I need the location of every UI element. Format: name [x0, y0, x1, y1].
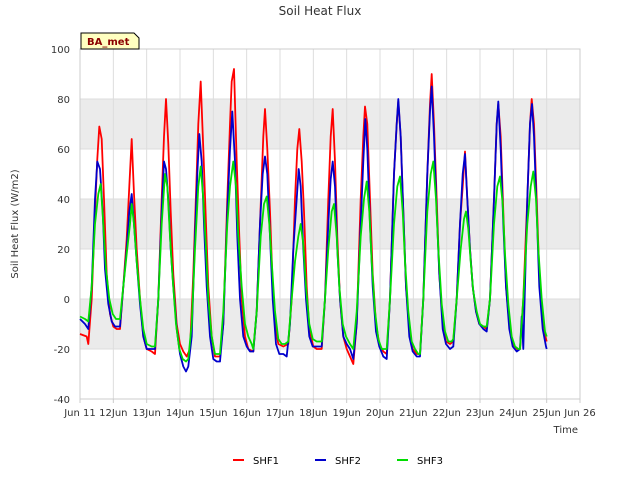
x-tick-label: Jun 26 [563, 408, 596, 419]
y-tick-label: 60 [57, 145, 70, 156]
y-axis-ticks: -40 -20 0 20 40 60 80 100 [51, 45, 70, 406]
x-tick-label: 15Jun [199, 408, 227, 419]
x-tick-label: 24Jun [499, 408, 527, 419]
site-badge: BA_met [80, 32, 140, 50]
y-tick-label: -40 [54, 395, 70, 406]
background-band-0 [80, 299, 580, 349]
y-tick-label: 80 [57, 95, 70, 106]
series-line-shf3 [79, 160, 548, 363]
x-tick-label: 21Jun [399, 408, 427, 419]
x-tick-label: 12Jun [99, 408, 127, 419]
y-tick-label: 100 [51, 45, 70, 56]
y-tick-label: 40 [57, 195, 70, 206]
x-axis-title: Time [553, 425, 578, 436]
x-tick-label: 20Jun [366, 408, 394, 419]
site-badge-label: BA_met [87, 37, 130, 48]
legend: SHF1 SHF2 SHF3 [233, 456, 443, 467]
y-axis-title: Soil Heat Flux (W/m2) [10, 169, 21, 278]
plot-area [79, 48, 581, 400]
site-badge-box [80, 32, 140, 50]
x-tick-label: 18Jun [299, 408, 327, 419]
y-tick-label: 20 [57, 245, 70, 256]
x-axis-ticks: Jun 11 12Jun 13Jun 14Jun 15Jun 16Jun 17Jun 18Ju… [63, 399, 596, 419]
legend-label-shf3: SHF3 [417, 456, 443, 467]
x-tick-label: 16Jun [232, 408, 260, 419]
legend-label-shf2: SHF2 [335, 456, 361, 467]
x-tick-label: 22Jun [432, 408, 460, 419]
chart-title: Soil Heat Flux [279, 4, 362, 18]
x-tick-label: 17Jun [266, 408, 294, 419]
y-tick-label: 0 [64, 295, 70, 306]
legend-label-shf1: SHF1 [253, 456, 279, 467]
x-tick-label: 25Jun [532, 408, 560, 419]
x-tick-label: 23Jun [466, 408, 494, 419]
x-tick-label: 19Jun [332, 408, 360, 419]
y-tick-label: -20 [54, 345, 70, 356]
x-tick-label: Jun 11 [63, 408, 96, 419]
x-tick-label: 14Jun [166, 408, 194, 419]
x-tick-label: 13Jun [132, 408, 160, 419]
series-layer [79, 68, 548, 373]
